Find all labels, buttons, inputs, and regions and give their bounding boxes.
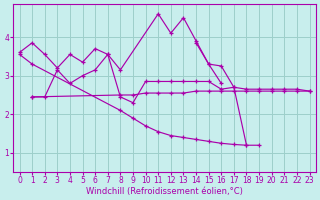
- X-axis label: Windchill (Refroidissement éolien,°C): Windchill (Refroidissement éolien,°C): [86, 187, 243, 196]
